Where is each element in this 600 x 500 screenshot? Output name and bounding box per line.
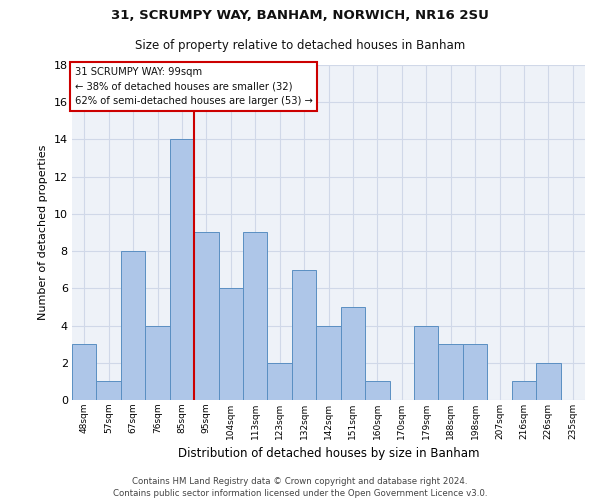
Bar: [121, 251, 145, 400]
Bar: [72, 344, 97, 400]
Bar: [512, 382, 536, 400]
Bar: [243, 232, 268, 400]
Bar: [463, 344, 487, 400]
Bar: [145, 326, 170, 400]
Bar: [170, 140, 194, 400]
Text: Contains HM Land Registry data © Crown copyright and database right 2024.
Contai: Contains HM Land Registry data © Crown c…: [113, 476, 487, 498]
Text: 31, SCRUMPY WAY, BANHAM, NORWICH, NR16 2SU: 31, SCRUMPY WAY, BANHAM, NORWICH, NR16 2…: [111, 9, 489, 22]
Bar: [268, 363, 292, 400]
Bar: [218, 288, 243, 400]
Text: Size of property relative to detached houses in Banham: Size of property relative to detached ho…: [135, 39, 465, 52]
Y-axis label: Number of detached properties: Number of detached properties: [38, 145, 48, 320]
Text: 31 SCRUMPY WAY: 99sqm
← 38% of detached houses are smaller (32)
62% of semi-deta: 31 SCRUMPY WAY: 99sqm ← 38% of detached …: [74, 66, 313, 106]
Bar: [439, 344, 463, 400]
Bar: [194, 232, 218, 400]
Bar: [97, 382, 121, 400]
Bar: [536, 363, 560, 400]
Bar: [292, 270, 316, 400]
Bar: [365, 382, 389, 400]
X-axis label: Distribution of detached houses by size in Banham: Distribution of detached houses by size …: [178, 448, 479, 460]
Bar: [341, 307, 365, 400]
Bar: [414, 326, 439, 400]
Bar: [316, 326, 341, 400]
